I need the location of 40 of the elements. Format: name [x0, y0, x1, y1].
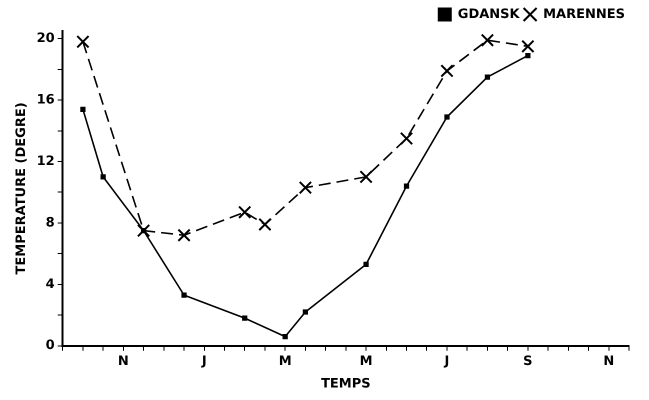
y-tick-label: 12: [36, 154, 55, 169]
point: [80, 106, 86, 112]
point: [136, 224, 150, 238]
point: [484, 74, 490, 80]
y-tick-label: 20: [36, 31, 55, 46]
legend-label: GDANSK: [458, 6, 521, 22]
point: [140, 228, 146, 234]
y-axis-title: TEMPERATURE (DEGRE): [14, 102, 30, 274]
x-tick-label: M: [278, 354, 292, 369]
x-axis-title: TEMPS: [321, 376, 371, 392]
y-tick-label: 8: [46, 215, 55, 230]
legend-label: MARENNES: [543, 6, 626, 22]
x-tick-label: N: [603, 354, 614, 369]
point: [298, 180, 312, 194]
point: [242, 316, 248, 321]
point: [480, 34, 494, 47]
point: [100, 174, 106, 180]
point: [177, 228, 191, 242]
x-tick-label: M: [360, 354, 373, 369]
point: [444, 114, 450, 120]
point: [440, 64, 454, 78]
point: [359, 170, 373, 184]
y-tick-label: 0: [46, 338, 55, 354]
point: [238, 206, 252, 219]
point: [282, 334, 288, 340]
point: [525, 52, 530, 58]
x-tick-label: N: [118, 354, 129, 369]
point: [76, 35, 90, 48]
x-tick-label: S: [523, 354, 533, 369]
point: [181, 292, 187, 298]
point: [302, 309, 308, 315]
y-tick-label: 4: [46, 276, 55, 292]
x-tick-label: J: [444, 354, 450, 369]
y-tick-label: 16: [36, 92, 55, 108]
point: [363, 262, 369, 268]
point: [400, 132, 414, 146]
point: [521, 40, 535, 54]
point: [404, 183, 410, 189]
point: [258, 218, 272, 232]
x-tick-label: J: [200, 354, 207, 369]
